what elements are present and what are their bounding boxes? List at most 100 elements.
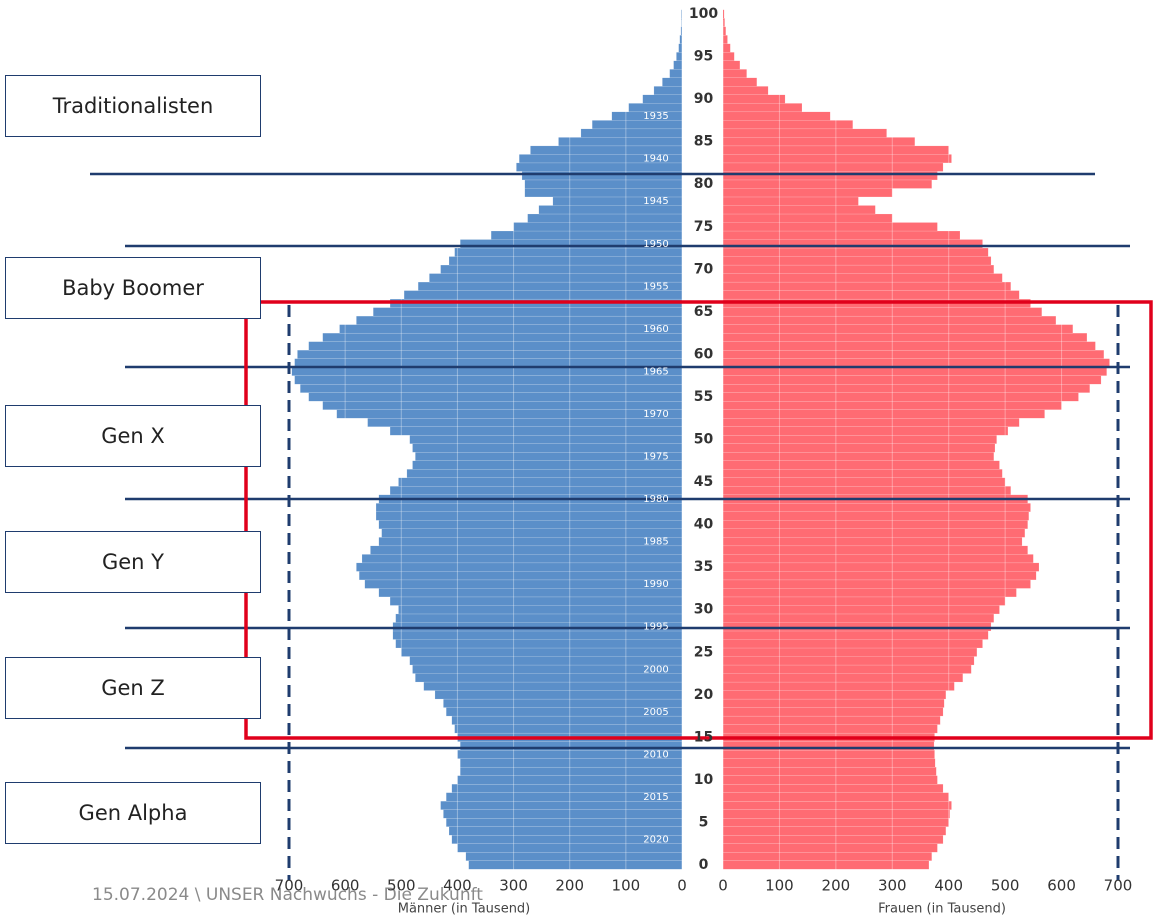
- birth-year-label: 1980: [643, 494, 668, 505]
- x-tick-label: 700: [275, 877, 304, 895]
- bar-female: [722, 188, 893, 198]
- bar-female: [722, 392, 1079, 402]
- bar-male: [291, 367, 683, 376]
- bar-female: [722, 826, 947, 836]
- bar-female: [722, 622, 992, 632]
- bar-male: [468, 860, 683, 870]
- bar-female: [722, 290, 1020, 300]
- bar-female: [722, 664, 972, 674]
- y-tick-label: 60: [694, 346, 714, 362]
- bar-female: [722, 315, 1057, 325]
- x-tick-label: 400: [934, 877, 963, 895]
- x-tick-label: 200: [555, 877, 584, 895]
- bar-female: [722, 324, 1074, 334]
- y-tick-label: 10: [694, 772, 714, 788]
- bar-female: [722, 520, 1028, 530]
- bar-male: [398, 605, 683, 615]
- x-tick-label: 200: [822, 877, 851, 895]
- y-tick-label: 100: [689, 6, 718, 22]
- bar-male: [673, 60, 683, 70]
- bar-female: [722, 349, 1105, 359]
- y-tick-label: 45: [694, 474, 713, 490]
- bar-female: [722, 426, 1009, 436]
- bar-female: [722, 452, 995, 461]
- bar-male: [412, 460, 683, 470]
- x-tick-label: 100: [612, 877, 641, 895]
- bar-male: [370, 545, 683, 555]
- birth-year-label: 2000: [643, 664, 668, 675]
- generation-lines: [90, 172, 1130, 750]
- bar-female: [722, 852, 932, 861]
- bar-male: [378, 520, 683, 530]
- birth-year-label: 1940: [643, 154, 668, 165]
- generation-box: Gen Z: [5, 657, 261, 719]
- bar-male: [373, 307, 683, 317]
- birth-year-label: 1935: [643, 111, 668, 122]
- x-tick-label: 100: [765, 877, 794, 895]
- bar-male: [440, 264, 683, 274]
- bar-female: [722, 545, 1028, 555]
- axis-title: Männer (in Tausend): [398, 902, 531, 917]
- bar-male: [681, 9, 683, 19]
- bar-male: [356, 562, 683, 572]
- bar-female: [722, 809, 950, 819]
- bar-female: [722, 43, 731, 53]
- bar-male: [513, 222, 683, 232]
- bar-male: [460, 766, 683, 776]
- bar-female: [722, 698, 945, 708]
- bar-female: [722, 205, 876, 215]
- x-tick-label: 0: [677, 877, 687, 895]
- bar-male: [359, 571, 683, 581]
- bar-female: [722, 656, 975, 666]
- y-tick-label: 95: [694, 49, 713, 65]
- bar-male: [403, 290, 683, 300]
- y-tick-label: 5: [699, 814, 709, 830]
- bar-female: [722, 435, 997, 444]
- bar-male: [395, 613, 683, 623]
- bar-female: [722, 673, 963, 683]
- bar-male: [558, 137, 683, 147]
- birth-year-label: 2010: [643, 749, 668, 760]
- bar-female: [722, 843, 938, 853]
- bar-male: [294, 375, 683, 385]
- y-tick-label: 25: [694, 644, 713, 660]
- bar-female: [722, 503, 1031, 512]
- bar-female: [722, 860, 930, 870]
- bar-male: [339, 324, 683, 334]
- bar-female: [722, 766, 937, 776]
- bar-female: [722, 588, 1017, 598]
- bar-female: [722, 639, 983, 649]
- bar-female: [722, 196, 859, 206]
- y-tick-label: 80: [694, 176, 714, 192]
- bar-female: [722, 418, 1020, 427]
- bar-male: [381, 528, 683, 538]
- bar-female: [722, 307, 1042, 317]
- y-tick-label: 30: [694, 602, 714, 618]
- bar-female: [722, 486, 1011, 495]
- bar-male: [580, 128, 683, 138]
- y-tick-label: 55: [694, 389, 713, 405]
- birth-year-label: 1975: [643, 452, 668, 463]
- bar-female: [722, 409, 1045, 419]
- birth-year-label: 2005: [643, 707, 668, 718]
- bar-female: [722, 341, 1096, 351]
- bar-male: [415, 452, 683, 461]
- y-tick-label: 40: [694, 517, 714, 533]
- bar-female: [722, 613, 995, 623]
- y-tick-label: 65: [694, 304, 713, 320]
- birth-year-label: 1950: [643, 239, 668, 250]
- bar-male: [465, 852, 683, 861]
- bar-female: [722, 332, 1088, 342]
- bar-female: [722, 179, 932, 189]
- y-tick-label: 85: [694, 134, 713, 150]
- bar-male: [412, 664, 683, 674]
- bar-female: [722, 103, 803, 113]
- generation-box: Gen X: [5, 405, 261, 467]
- generation-box: Gen Y: [5, 531, 261, 593]
- bar-male: [409, 435, 683, 444]
- bar-female: [722, 681, 955, 691]
- bar-female: [722, 230, 961, 240]
- bar-male: [395, 639, 683, 649]
- bar-male: [409, 656, 683, 666]
- bar-female: [722, 281, 1011, 291]
